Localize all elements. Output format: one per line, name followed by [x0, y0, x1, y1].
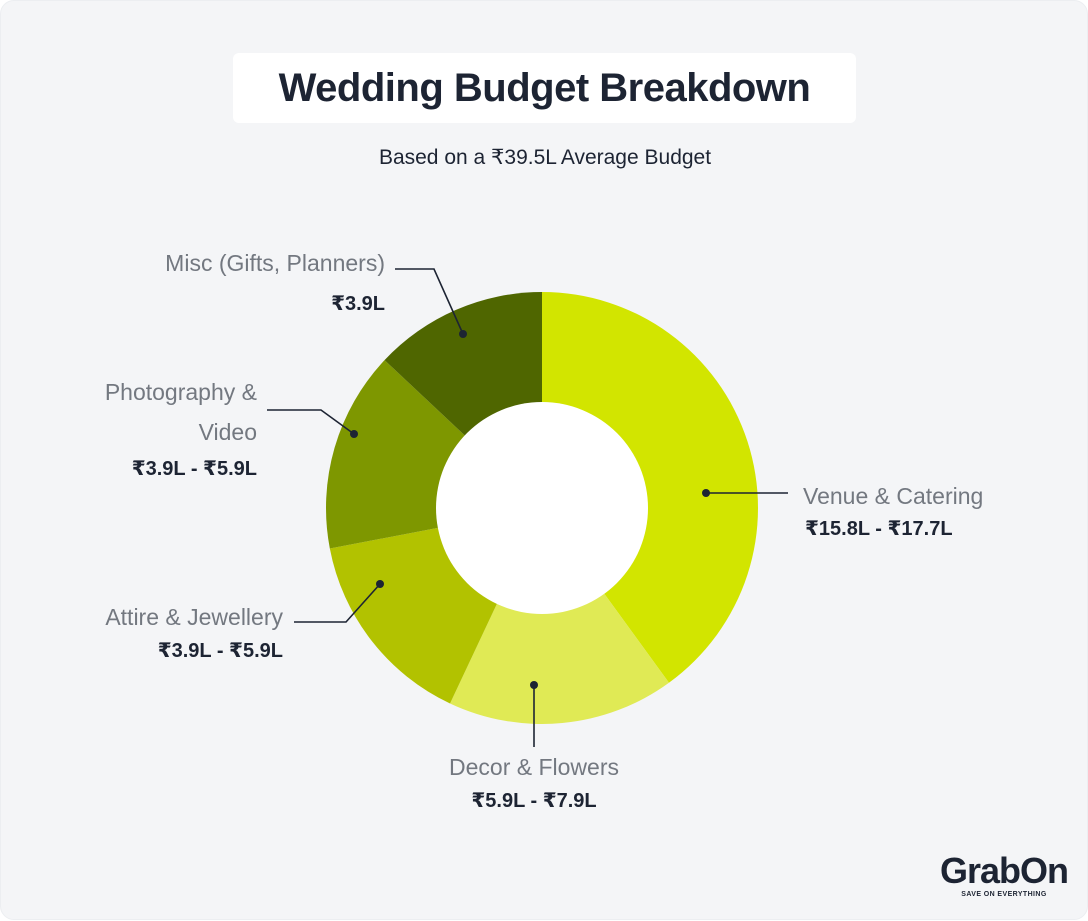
chart-title: Wedding Budget Breakdown [278, 65, 811, 110]
slice-value-venue: ₹15.8L - ₹17.7L [805, 518, 953, 540]
leader-dot-misc [459, 330, 467, 338]
slice-value-attire: ₹3.9L - ₹5.9L [158, 640, 283, 662]
leader-dot-photography [350, 430, 358, 438]
donut-hole [436, 402, 648, 614]
donut-slice-venue [542, 292, 758, 683]
logo-tagline: SAVE ON EVERYTHING [961, 891, 1047, 898]
logo-wordmark: GrabOn [939, 850, 1069, 891]
leader-dot-decor [530, 681, 538, 689]
slice-label-attire: Attire & Jewellery [105, 604, 283, 630]
slice-label-misc: Misc (Gifts, Planners) [165, 250, 385, 276]
slice-label-photography-line2: Video [199, 419, 257, 445]
leader-lines [267, 268, 788, 747]
slice-label-decor: Decor & Flowers [449, 754, 619, 780]
slice-value-decor: ₹5.9L - ₹7.9L [471, 790, 596, 812]
grabon-logo: GrabOn SAVE ON EVERYTHING [939, 850, 1069, 899]
slice-label-photography-line1: Photography & [105, 379, 257, 405]
title-box: Wedding Budget Breakdown [233, 53, 856, 123]
slice-value-photography: ₹3.9L - ₹5.9L [132, 458, 257, 480]
slice-value-misc: ₹3.9L [331, 293, 385, 315]
chart-subtitle: Based on a ₹39.5L Average Budget [378, 146, 712, 169]
leader-line-attire [294, 583, 381, 623]
leader-dot-attire [376, 580, 384, 588]
donut-slice-decor [450, 508, 669, 725]
leader-line-photography [267, 409, 355, 435]
slice-label-venue: Venue & Catering [803, 483, 983, 509]
leader-dot-venue [702, 489, 710, 497]
leader-line-misc [395, 268, 464, 335]
